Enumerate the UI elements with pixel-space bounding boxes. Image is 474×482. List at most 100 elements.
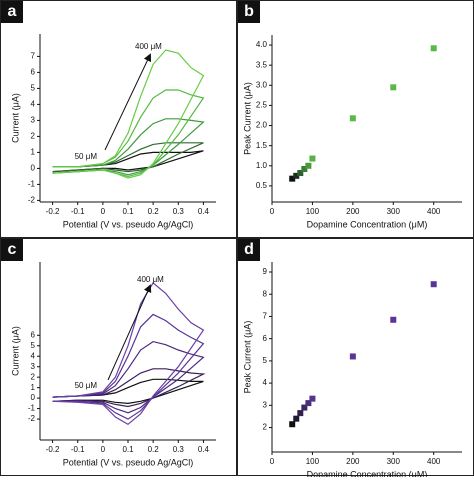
y-axis-label: Current (μA): [10, 93, 20, 143]
panel-label-box: [1, 1, 23, 23]
y-tick-label: 2: [263, 423, 268, 432]
x-tick-label: 0: [270, 207, 275, 216]
arrow: [107, 284, 152, 381]
x-tick-label: 0.4: [198, 445, 210, 454]
annotation: 50 μM: [75, 381, 98, 390]
y-tick-label: 3: [31, 116, 36, 125]
panel: d 2 3 4 5 6 7 8 9 0 100 200 300 400 Dopamine Concentra…: [237, 238, 474, 479]
x-tick-label: 300: [387, 457, 401, 466]
panel-label: d: [244, 241, 254, 258]
point: [293, 172, 300, 179]
x-tick-label: -0.2: [46, 207, 60, 216]
x-tick-label: -0.2: [46, 445, 60, 454]
x-tick-label: 0.2: [148, 207, 160, 216]
y-tick-label: 3.5: [256, 60, 268, 69]
x-axis-label: Potential (V vs. pseudo Ag/AgCl): [63, 219, 194, 229]
point: [297, 170, 304, 177]
y-tick-label: 1.5: [256, 141, 268, 150]
x-tick-label: 400: [427, 207, 441, 216]
point: [301, 404, 308, 411]
x-axis-label: Potential (V vs. pseudo Ag/AgCl): [63, 457, 194, 467]
x-tick-label: 300: [387, 207, 401, 216]
point: [309, 395, 316, 402]
y-tick-label: 2: [31, 372, 36, 381]
y-tick-label: 0: [31, 393, 36, 402]
point: [390, 316, 397, 323]
x-tick-label: 100: [306, 207, 320, 216]
cv-curve: [52, 142, 204, 173]
y-tick-label: 4: [31, 100, 36, 109]
x-tick-label: 0.1: [122, 445, 134, 454]
arrow: [104, 53, 152, 151]
point: [309, 155, 316, 162]
y-tick-label: -1: [28, 404, 36, 413]
y-axis-label: Current (μA): [10, 326, 20, 376]
x-tick-label: -0.1: [71, 445, 85, 454]
y-tick-label: 8: [263, 289, 268, 298]
y-tick-label: 3: [31, 362, 36, 371]
point: [297, 410, 304, 417]
y-tick-label: 6: [31, 68, 36, 77]
point: [430, 281, 437, 288]
x-tick-label: 0.4: [198, 207, 210, 216]
panel-border: [0, 238, 237, 476]
x-axis-label: Dopamine Concentration (μM): [307, 219, 428, 229]
annotation: 400 μM: [137, 275, 164, 284]
x-tick-label: 0.2: [148, 445, 160, 454]
x-axis-label: Dopamine Concentration (μM): [307, 469, 428, 477]
point: [301, 166, 308, 173]
y-tick-label: 2.5: [256, 101, 268, 110]
x-tick-label: 0: [101, 207, 106, 216]
cv-curve: [52, 150, 204, 173]
cv-curve: [52, 378, 204, 405]
panel-label: c: [8, 241, 17, 258]
y-tick-label: 1: [31, 148, 36, 157]
x-tick-label: 400: [427, 457, 441, 466]
point: [293, 415, 300, 422]
cv-curve: [52, 368, 206, 408]
y-tick-label: -1: [28, 180, 36, 189]
y-tick-label: 0.5: [256, 181, 268, 190]
point: [349, 353, 356, 360]
y-tick-label: 7: [31, 52, 36, 61]
x-tick-label: 0: [101, 445, 106, 454]
annotation: 50 μM: [75, 152, 98, 161]
y-tick-label: 7: [263, 312, 268, 321]
y-axis-label: Peak Current (μA): [242, 82, 252, 155]
cv-curve: [52, 281, 205, 426]
x-tick-label: 200: [346, 457, 360, 466]
y-axis-label: Peak Current (μA): [242, 321, 252, 394]
y-tick-label: 5: [31, 84, 36, 93]
panel-border: [0, 0, 237, 238]
y-tick-label: 1: [31, 383, 36, 392]
x-tick-label: 0: [270, 457, 275, 466]
y-tick-label: 4: [31, 351, 36, 360]
y-tick-label: 1.0: [256, 161, 268, 170]
cv-curve: [52, 313, 205, 420]
point: [289, 421, 296, 428]
x-tick-label: 0.3: [173, 207, 185, 216]
x-tick-label: 100: [306, 457, 320, 466]
point: [305, 162, 312, 169]
cv-curve: [52, 49, 205, 179]
cv-curve: [52, 340, 205, 414]
y-tick-label: 0: [31, 164, 36, 173]
panel-label-box: [1, 239, 23, 261]
y-tick-label: 2: [31, 132, 36, 141]
panel: a -2 -1 0 1 2 3 4 5 6 7 -0.2 -0.1 0 0.1 0.2 0.3 0.4 Potent…: [0, 0, 237, 238]
x-tick-label: 200: [346, 207, 360, 216]
y-tick-label: 5: [31, 341, 36, 350]
y-tick-label: 3: [263, 400, 268, 409]
x-tick-label: 0.3: [173, 445, 185, 454]
panel: b 0.5 1.0 1.5 2.0 2.5 3.0 3.5 4.0 0 100 200 300 400 Do…: [237, 0, 474, 238]
y-tick-label: 4: [263, 378, 268, 387]
panel-label-box: [238, 1, 260, 23]
y-tick-label: -2: [28, 196, 36, 205]
x-tick-label: 0.1: [122, 207, 134, 216]
panel-label: a: [8, 3, 17, 20]
y-tick-label: 6: [263, 334, 268, 343]
y-tick-label: 9: [263, 267, 268, 276]
point: [349, 115, 356, 122]
cv-curve: [52, 118, 205, 176]
